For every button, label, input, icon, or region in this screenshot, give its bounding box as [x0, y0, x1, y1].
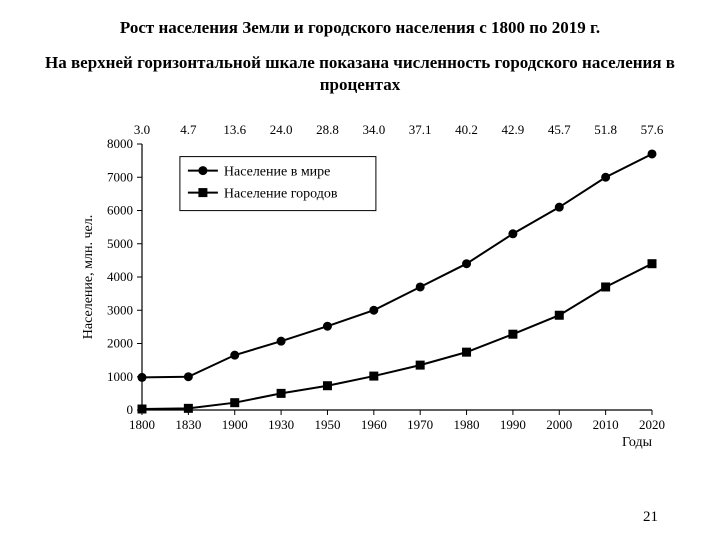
svg-text:1980: 1980 [454, 417, 480, 432]
chart-svg: 0 1000 2000 3000 4000 5000 6000 7000 8000 1800 3.0… [70, 114, 670, 454]
svg-text:40.2: 40.2 [455, 122, 478, 137]
svg-text:42.9: 42.9 [502, 122, 525, 137]
svg-text:3000: 3000 [107, 302, 133, 317]
svg-text:1970: 1970 [407, 417, 433, 432]
svg-text:2010: 2010 [593, 417, 619, 432]
svg-text:Годы: Годы [622, 435, 653, 450]
svg-text:2020: 2020 [639, 417, 665, 432]
svg-text:45.7: 45.7 [548, 122, 571, 137]
svg-text:57.6: 57.6 [641, 122, 664, 137]
svg-text:0: 0 [127, 402, 134, 417]
svg-text:4.7: 4.7 [180, 122, 197, 137]
svg-text:2000: 2000 [107, 336, 133, 351]
svg-text:1960: 1960 [361, 417, 387, 432]
svg-text:1990: 1990 [500, 417, 526, 432]
svg-text:1800: 1800 [129, 417, 155, 432]
svg-text:Население городов: Население городов [224, 187, 338, 202]
page: Рост населения Земли и городского населе… [0, 0, 720, 540]
svg-text:28.8: 28.8 [316, 122, 339, 137]
svg-text:Население в мире: Население в мире [224, 165, 331, 180]
svg-text:51.8: 51.8 [594, 122, 617, 137]
svg-text:1950: 1950 [314, 417, 340, 432]
page-subtitle: На верхней горизонтальной шкале показана… [30, 52, 690, 96]
svg-text:5000: 5000 [107, 236, 133, 251]
svg-text:2000: 2000 [546, 417, 572, 432]
svg-text:34.0: 34.0 [362, 122, 385, 137]
population-chart: 0 1000 2000 3000 4000 5000 6000 7000 8000 1800 3.0… [70, 114, 670, 454]
page-title: Рост населения Земли и городского населе… [30, 18, 690, 38]
svg-text:13.6: 13.6 [223, 122, 246, 137]
svg-text:7000: 7000 [107, 169, 133, 184]
svg-text:1830: 1830 [175, 417, 201, 432]
svg-text:8000: 8000 [107, 136, 133, 151]
svg-text:Население, млн. чел.: Население, млн. чел. [81, 215, 96, 339]
svg-text:6000: 6000 [107, 203, 133, 218]
svg-text:4000: 4000 [107, 269, 133, 284]
svg-text:37.1: 37.1 [409, 122, 432, 137]
svg-text:24.0: 24.0 [270, 122, 293, 137]
page-number: 21 [643, 509, 658, 526]
svg-text:3.0: 3.0 [134, 122, 150, 137]
svg-text:1900: 1900 [222, 417, 248, 432]
svg-text:1000: 1000 [107, 369, 133, 384]
svg-text:1930: 1930 [268, 417, 294, 432]
